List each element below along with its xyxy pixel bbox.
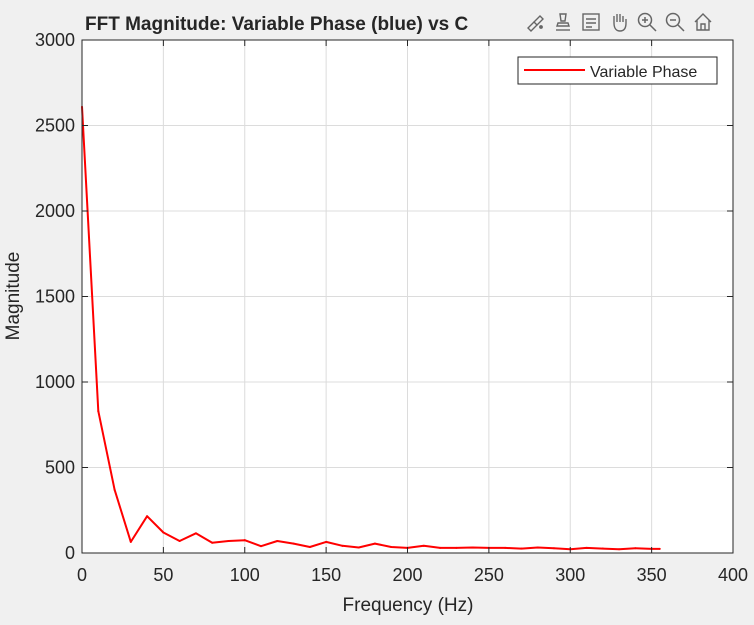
data-point[interactable]: [552, 547, 555, 550]
data-point[interactable]: [520, 547, 523, 550]
data-point[interactable]: [618, 548, 621, 551]
data-point[interactable]: [373, 542, 376, 545]
data-point[interactable]: [260, 545, 263, 548]
data-point[interactable]: [211, 541, 214, 544]
x-tick-label: 0: [77, 565, 87, 585]
x-axis-label: Frequency (Hz): [343, 595, 474, 616]
x-tick-label: 150: [311, 565, 341, 585]
data-point[interactable]: [325, 540, 328, 543]
zoom-out-button[interactable]: [662, 8, 688, 36]
x-tick-label: 250: [474, 565, 504, 585]
data-point[interactable]: [227, 540, 230, 543]
data-point[interactable]: [585, 546, 588, 549]
x-tick-label: 300: [555, 565, 585, 585]
x-tick-label: 50: [153, 565, 173, 585]
data-point[interactable]: [601, 547, 604, 550]
y-tick-label: 500: [45, 458, 75, 478]
data-point[interactable]: [634, 547, 637, 550]
x-tick-label: 350: [637, 565, 667, 585]
legend-icon: [582, 13, 600, 31]
y-tick-label: 3000: [35, 30, 75, 50]
legend-label-variable-phase: Variable Phase: [590, 64, 697, 81]
data-point[interactable]: [658, 547, 661, 550]
data-point[interactable]: [97, 410, 100, 413]
data-point[interactable]: [439, 546, 442, 549]
data-point[interactable]: [276, 540, 279, 543]
data-point[interactable]: [504, 546, 507, 549]
brush-button[interactable]: [522, 8, 548, 36]
data-point[interactable]: [536, 546, 539, 549]
data-point[interactable]: [243, 539, 246, 542]
pan-button[interactable]: [606, 8, 632, 36]
data-point[interactable]: [471, 546, 474, 549]
zoom-in-button[interactable]: [634, 8, 660, 36]
y-tick-label: 2500: [35, 116, 75, 136]
y-tick-label: 1500: [35, 287, 75, 307]
home-button[interactable]: [690, 8, 716, 36]
data-point[interactable]: [194, 532, 197, 535]
data-point[interactable]: [357, 546, 360, 549]
y-axis-label: Magnitude: [3, 252, 24, 341]
legend[interactable]: Variable Phase: [517, 56, 718, 85]
x-tick-label: 200: [392, 565, 422, 585]
data-point[interactable]: [129, 540, 132, 543]
data-point[interactable]: [455, 546, 458, 549]
y-tick-label: 2000: [35, 201, 75, 221]
tick-labels: 0 50 100 150 200 250 300 350 400 0 500 1000 1500 2000…: [35, 30, 748, 585]
data-point[interactable]: [390, 546, 393, 549]
tick-marks: [81, 39, 734, 554]
data-tips-icon: [556, 13, 570, 31]
brush-icon: [527, 15, 544, 32]
zoom-out-icon: [665, 12, 685, 32]
chart-title: FFT Magnitude: Variable Phase (blue) vs …: [85, 14, 469, 35]
x-tick-label: 100: [230, 565, 260, 585]
y-tick-label: 1000: [35, 372, 75, 392]
zoom-in-icon: [637, 12, 657, 32]
data-tips-button[interactable]: [550, 8, 576, 36]
data-point[interactable]: [341, 544, 344, 547]
data-point[interactable]: [113, 488, 116, 491]
data-point[interactable]: [178, 540, 181, 543]
axes-toolbar: [522, 6, 716, 38]
home-icon: [694, 13, 712, 31]
y-tick-label: 0: [65, 543, 75, 563]
legend-button[interactable]: [578, 8, 604, 36]
data-point[interactable]: [146, 515, 149, 518]
x-tick-label: 400: [718, 565, 748, 585]
data-point[interactable]: [308, 546, 311, 549]
data-point[interactable]: [292, 542, 295, 545]
data-point[interactable]: [162, 531, 165, 534]
pan-hand-icon: [613, 14, 627, 32]
data-point[interactable]: [422, 544, 425, 547]
